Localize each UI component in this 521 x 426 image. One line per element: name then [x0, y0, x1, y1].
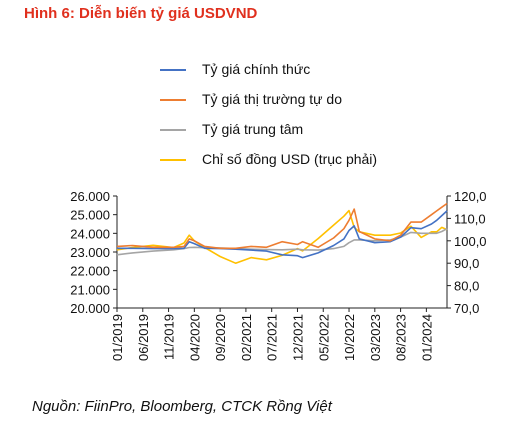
x-tick-label: 07/2021: [265, 314, 280, 361]
series-line-0: [117, 210, 448, 259]
legend-swatch-official: [160, 69, 186, 71]
figure-title: Hình 6: Diễn biến tỷ giá USDVND: [24, 5, 258, 22]
x-tick-label: 09/2020: [213, 314, 228, 361]
legend-label-dxy: Chỉ số đồng USD (trục phải): [202, 151, 378, 167]
y-right-tick-label: 100,0: [454, 234, 487, 249]
x-tick-label: 06/2019: [136, 314, 151, 361]
series-line-1: [116, 202, 448, 250]
y-left-tick-label: 22.000: [70, 264, 110, 279]
y-right-tick-label: 110,0: [454, 211, 486, 226]
y-left-tick-label: 26.000: [70, 189, 110, 204]
legend-label-official: Tỷ giá chính thức: [202, 61, 311, 77]
x-tick-label: 03/2023: [368, 314, 383, 361]
legend-item-central: Tỷ giá trung tâm: [160, 120, 460, 140]
legend-item-dxy: Chỉ số đồng USD (trục phải): [160, 150, 460, 170]
y-right-tick-label: 70,0: [454, 301, 479, 316]
legend-swatch-free-market: [160, 99, 186, 101]
y-left-tick-label: 24.000: [70, 226, 110, 241]
x-tick-label: 12/2021: [290, 314, 305, 361]
legend-label-central: Tỷ giá trung tâm: [202, 121, 304, 137]
legend-item-official: Tỷ giá chính thức: [160, 60, 460, 80]
x-tick-label: 05/2022: [316, 314, 331, 361]
legend-swatch-central: [160, 129, 186, 131]
x-tick-label: 11/2019: [162, 314, 177, 360]
x-tick-label: 01/2019: [110, 314, 125, 361]
x-tick-label: 01/2024: [419, 314, 434, 361]
series-line-2: [116, 227, 448, 256]
x-tick-label: 04/2020: [187, 314, 202, 361]
y-left-tick-label: 23.000: [70, 245, 110, 260]
x-tick-label: 02/2021: [239, 314, 254, 361]
y-left-tick-label: 25.000: [70, 208, 110, 223]
y-right-tick-label: 90,0: [454, 256, 479, 271]
x-tick-label: 08/2023: [394, 314, 409, 361]
y-left-tick-label: 21.000: [70, 282, 110, 297]
x-tick-label: 10/2022: [342, 314, 357, 361]
y-right-tick-label: 120,0: [454, 189, 487, 204]
legend-swatch-dxy: [160, 159, 186, 161]
legend-label-free-market: Tỷ giá thị trường tự do: [202, 91, 342, 107]
y-left-tick-label: 20.000: [70, 301, 110, 316]
legend-item-free-market: Tỷ giá thị trường tự do: [160, 90, 460, 110]
source-note: Nguồn: FiinPro, Bloomberg, CTCK Rồng Việ…: [32, 398, 332, 415]
y-right-tick-label: 80,0: [454, 279, 479, 294]
